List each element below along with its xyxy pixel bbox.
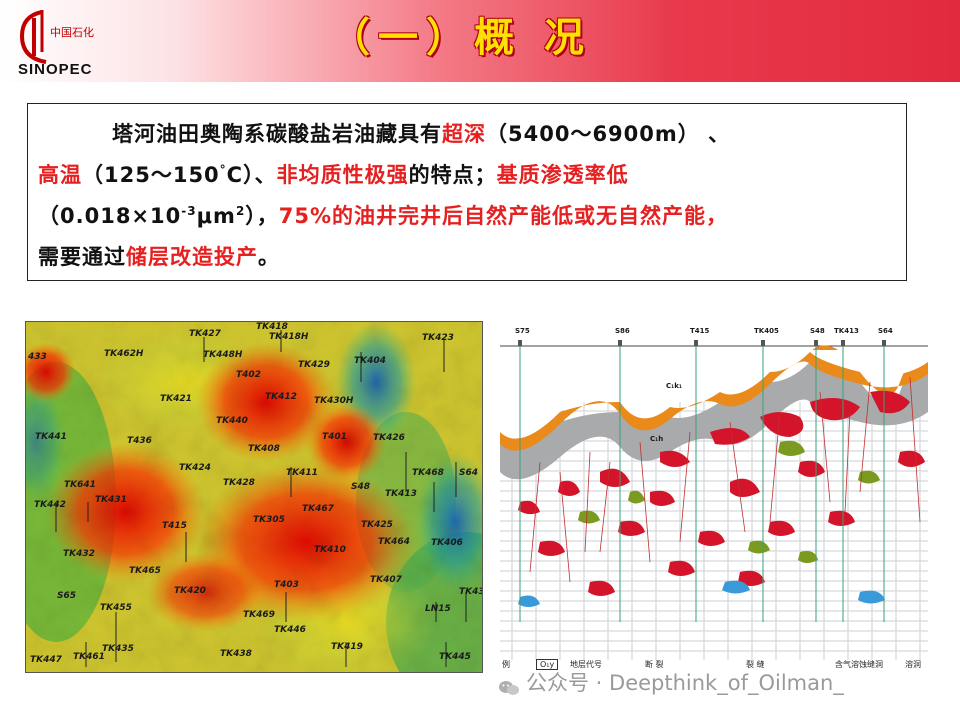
well-label: T415 — [162, 521, 187, 531]
well-label: TK448H — [203, 350, 243, 360]
section-well-label: S48 — [810, 327, 825, 335]
sinopec-logo: 中国石化 SINOPEC — [12, 6, 98, 78]
well-label: S48 — [351, 482, 371, 492]
legend-gas-vug: 含气溶蚀缝洞 — [835, 660, 883, 669]
reservoir-heatmap: 433 TK462H TK427 TK418 TK418H TK423 TK44… — [25, 321, 483, 673]
well-label: TK413 — [385, 489, 417, 499]
well-label: TK406 — [431, 538, 463, 548]
summary-text: 需要通过 — [38, 245, 126, 269]
highlight-stimulation: 储层改造投产 — [126, 245, 258, 269]
summary-text: （5400～6900m） 、 — [486, 122, 731, 146]
well-label: TK430H — [314, 396, 354, 406]
well-label: TK465 — [129, 566, 161, 576]
geological-cross-section: S75 S86 T415 TK405 S48 TK413 S64 C₁k₁ C₁… — [500, 322, 928, 660]
well-label: TK440 — [216, 416, 248, 426]
well-label: TK420 — [174, 586, 206, 596]
well-label: TK418 — [256, 322, 288, 332]
well-label: TK432 — [63, 549, 95, 559]
section-well-label: TK413 — [834, 327, 859, 335]
svg-text:中国石化: 中国石化 — [50, 25, 94, 39]
highlight-high-temperature: 高温 — [38, 163, 82, 187]
well-label: TK404 — [354, 356, 386, 366]
summary-text: （0.018×10 — [38, 204, 182, 228]
well-label: TK441 — [35, 432, 67, 442]
title-banner — [0, 0, 960, 82]
well-label: TK461 — [73, 652, 105, 662]
well-label: TK424 — [179, 463, 211, 473]
well-label: TK467 — [302, 504, 334, 514]
summary-text: C）、 — [226, 163, 277, 187]
well-label: TK43 — [459, 587, 483, 597]
well-label: TK469 — [243, 610, 275, 620]
section-well-label: S75 — [515, 327, 530, 335]
well-label: TK468 — [412, 468, 444, 478]
summary-text: ）， — [245, 204, 279, 228]
well-label: TK442 — [34, 500, 66, 510]
well-label: TK411 — [286, 468, 318, 478]
layer-label: C₁h — [650, 435, 664, 443]
wechat-icon — [498, 675, 520, 695]
well-label: TK464 — [378, 537, 410, 547]
summary-text: 塔河油田奥陶系碳酸盐岩油藏具有 — [112, 122, 442, 146]
well-label: TK426 — [373, 433, 405, 443]
well-label: TK431 — [95, 495, 127, 505]
well-label: TK455 — [100, 603, 132, 613]
well-label: TK641 — [64, 480, 96, 490]
summary-text: 。 — [258, 245, 280, 269]
well-label: TK428 — [223, 478, 255, 488]
highlight-low-productivity: 75%的油井完井后自然产能低或无自然产能， — [278, 204, 729, 228]
well-label: TK407 — [370, 575, 402, 585]
legend-formation-label: 地层代号 — [570, 660, 602, 669]
well-label: TK423 — [422, 333, 454, 343]
well-label: TK410 — [314, 545, 346, 555]
exponent: 2 — [235, 204, 246, 218]
highlight-heterogeneity: 非均质性极强 — [276, 163, 409, 187]
legend-fault: 断 裂 — [645, 660, 664, 669]
well-label: T401 — [322, 432, 347, 442]
well-label: S65 — [57, 591, 77, 601]
section-well-label: S86 — [615, 327, 630, 335]
well-label: TK425 — [361, 520, 393, 530]
well-label: TK419 — [331, 642, 363, 652]
section-well-label: TK405 — [754, 327, 779, 335]
well-label: T436 — [127, 436, 152, 446]
well-label: TK462H — [104, 349, 144, 359]
legend-title: 例 — [502, 660, 510, 669]
well-label: T403 — [274, 580, 299, 590]
watermark: 公众号 · Deepthink_of_Oilman_ — [498, 668, 844, 698]
summary-textbox: 塔河油田奥陶系碳酸盐岩油藏具有超深（5400～6900m） 、 高温（125～1… — [27, 103, 907, 281]
well-label: T402 — [236, 370, 261, 380]
well-label: TK438 — [220, 649, 252, 659]
well-label: TK427 — [189, 329, 221, 339]
summary-text: 的特点； — [408, 163, 497, 187]
well-label: TK412 — [265, 392, 297, 402]
well-label: S64 — [459, 468, 479, 478]
well-label: LN15 — [425, 604, 451, 614]
highlight-ultra-deep: 超深 — [442, 122, 486, 146]
section-legend: 例 O₁y 地层代号 断 裂 裂 缝 含气溶蚀缝洞 溶洞 — [500, 656, 928, 674]
well-label: TK435 — [102, 644, 134, 654]
well-label: TK429 — [298, 360, 330, 370]
section-well-label: S64 — [878, 327, 893, 335]
watermark-text: 公众号 · Deepthink_of_Oilman_ — [526, 671, 844, 695]
layer-label: C₁k₁ — [666, 382, 682, 390]
well-label: TK418H — [269, 332, 309, 342]
summary-text: μm — [196, 204, 236, 228]
legend-formation-code: O₁y — [536, 659, 559, 670]
well-label: TK421 — [160, 394, 192, 404]
slide-title: （一）概 况 — [330, 15, 592, 61]
legend-fracture: 裂 缝 — [746, 660, 765, 669]
well-label: TK445 — [439, 652, 471, 662]
well-label: TK408 — [248, 444, 280, 454]
section-well-label: T415 — [690, 327, 710, 335]
well-label: 433 — [28, 352, 47, 362]
exponent: -3 — [181, 204, 197, 218]
well-label: TK446 — [274, 625, 306, 635]
highlight-low-permeability: 基质渗透率低 — [496, 163, 629, 187]
legend-cave: 溶洞 — [905, 660, 921, 669]
well-label: TK447 — [30, 655, 62, 665]
svg-text:SINOPEC: SINOPEC — [18, 61, 93, 78]
well-label: TK305 — [253, 515, 285, 525]
summary-text: （125～150 — [82, 163, 220, 187]
